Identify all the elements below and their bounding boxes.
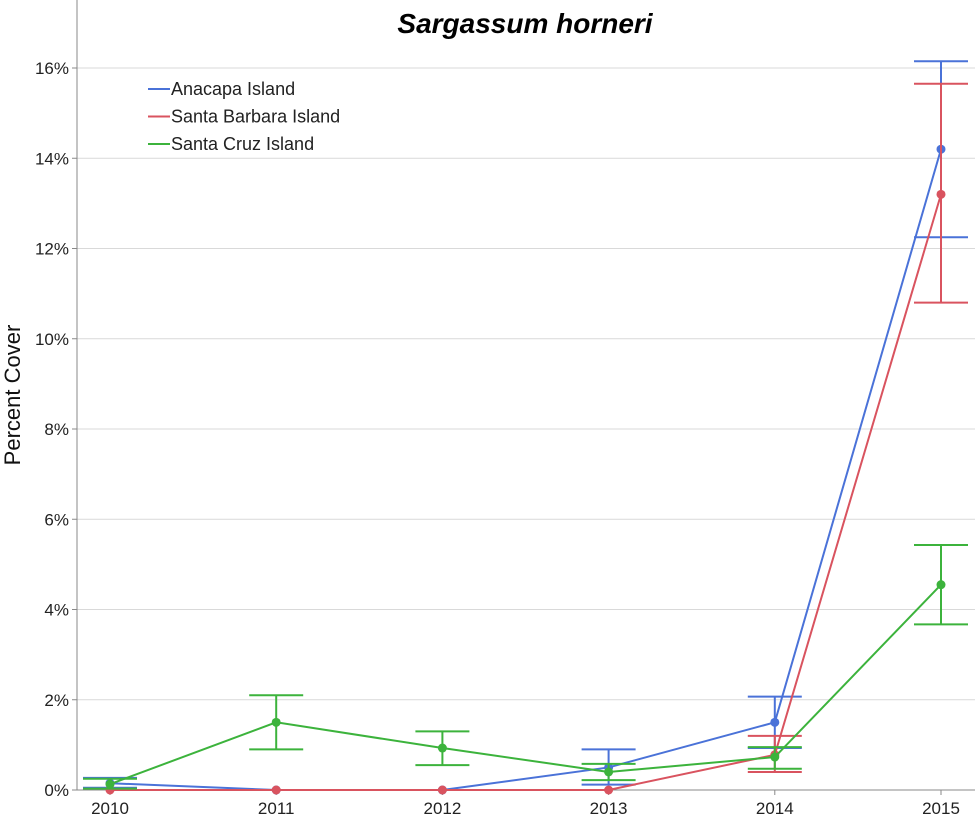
data-point xyxy=(271,785,281,795)
y-tick-label: 10% xyxy=(35,330,69,349)
x-tick-label: 2014 xyxy=(756,799,794,818)
y-axis-label: Percent Cover xyxy=(0,325,25,466)
y-tick-label: 2% xyxy=(44,691,69,710)
series-1 xyxy=(105,82,968,795)
data-point xyxy=(604,767,614,777)
x-tick-label: 2011 xyxy=(258,799,295,818)
legend-label: Santa Cruz Island xyxy=(171,134,314,154)
series-2 xyxy=(83,543,968,790)
tick-labels: 0% 2% 4% 6% 8% 10% 12% 14% 16% 2010 2011 2012 2013 20… xyxy=(35,59,960,818)
x-tick-label: 2012 xyxy=(423,799,461,818)
y-tick-label: 8% xyxy=(44,420,69,439)
x-tick-label: 2013 xyxy=(590,799,628,818)
legend-label: Anacapa Island xyxy=(171,79,295,99)
data-series xyxy=(83,60,968,795)
y-tick-label: 14% xyxy=(35,149,69,168)
x-tick-label: 2015 xyxy=(922,799,960,818)
data-point xyxy=(936,580,946,590)
legend: Anacapa Island Santa Barbara Island Santa … xyxy=(148,79,340,154)
data-point xyxy=(770,717,780,727)
chart-title: Sargassum horneri xyxy=(397,8,653,39)
y-tick-label: 0% xyxy=(44,781,69,800)
y-tick-label: 16% xyxy=(35,59,69,78)
series-line xyxy=(109,148,942,791)
series-line xyxy=(109,583,942,786)
data-point xyxy=(770,752,780,762)
data-point xyxy=(604,785,614,795)
series-line xyxy=(110,194,942,791)
y-tick-label: 4% xyxy=(44,601,69,620)
x-tick-label: 2010 xyxy=(91,799,129,818)
series-0 xyxy=(83,60,968,795)
y-tick-label: 6% xyxy=(44,510,69,529)
data-point xyxy=(437,743,447,753)
data-point xyxy=(105,779,115,789)
data-point xyxy=(437,785,447,795)
data-point xyxy=(936,189,946,199)
data-point xyxy=(271,717,281,727)
legend-label: Santa Barbara Island xyxy=(171,107,340,127)
grid-lines xyxy=(77,67,975,701)
y-tick-label: 12% xyxy=(35,240,69,259)
